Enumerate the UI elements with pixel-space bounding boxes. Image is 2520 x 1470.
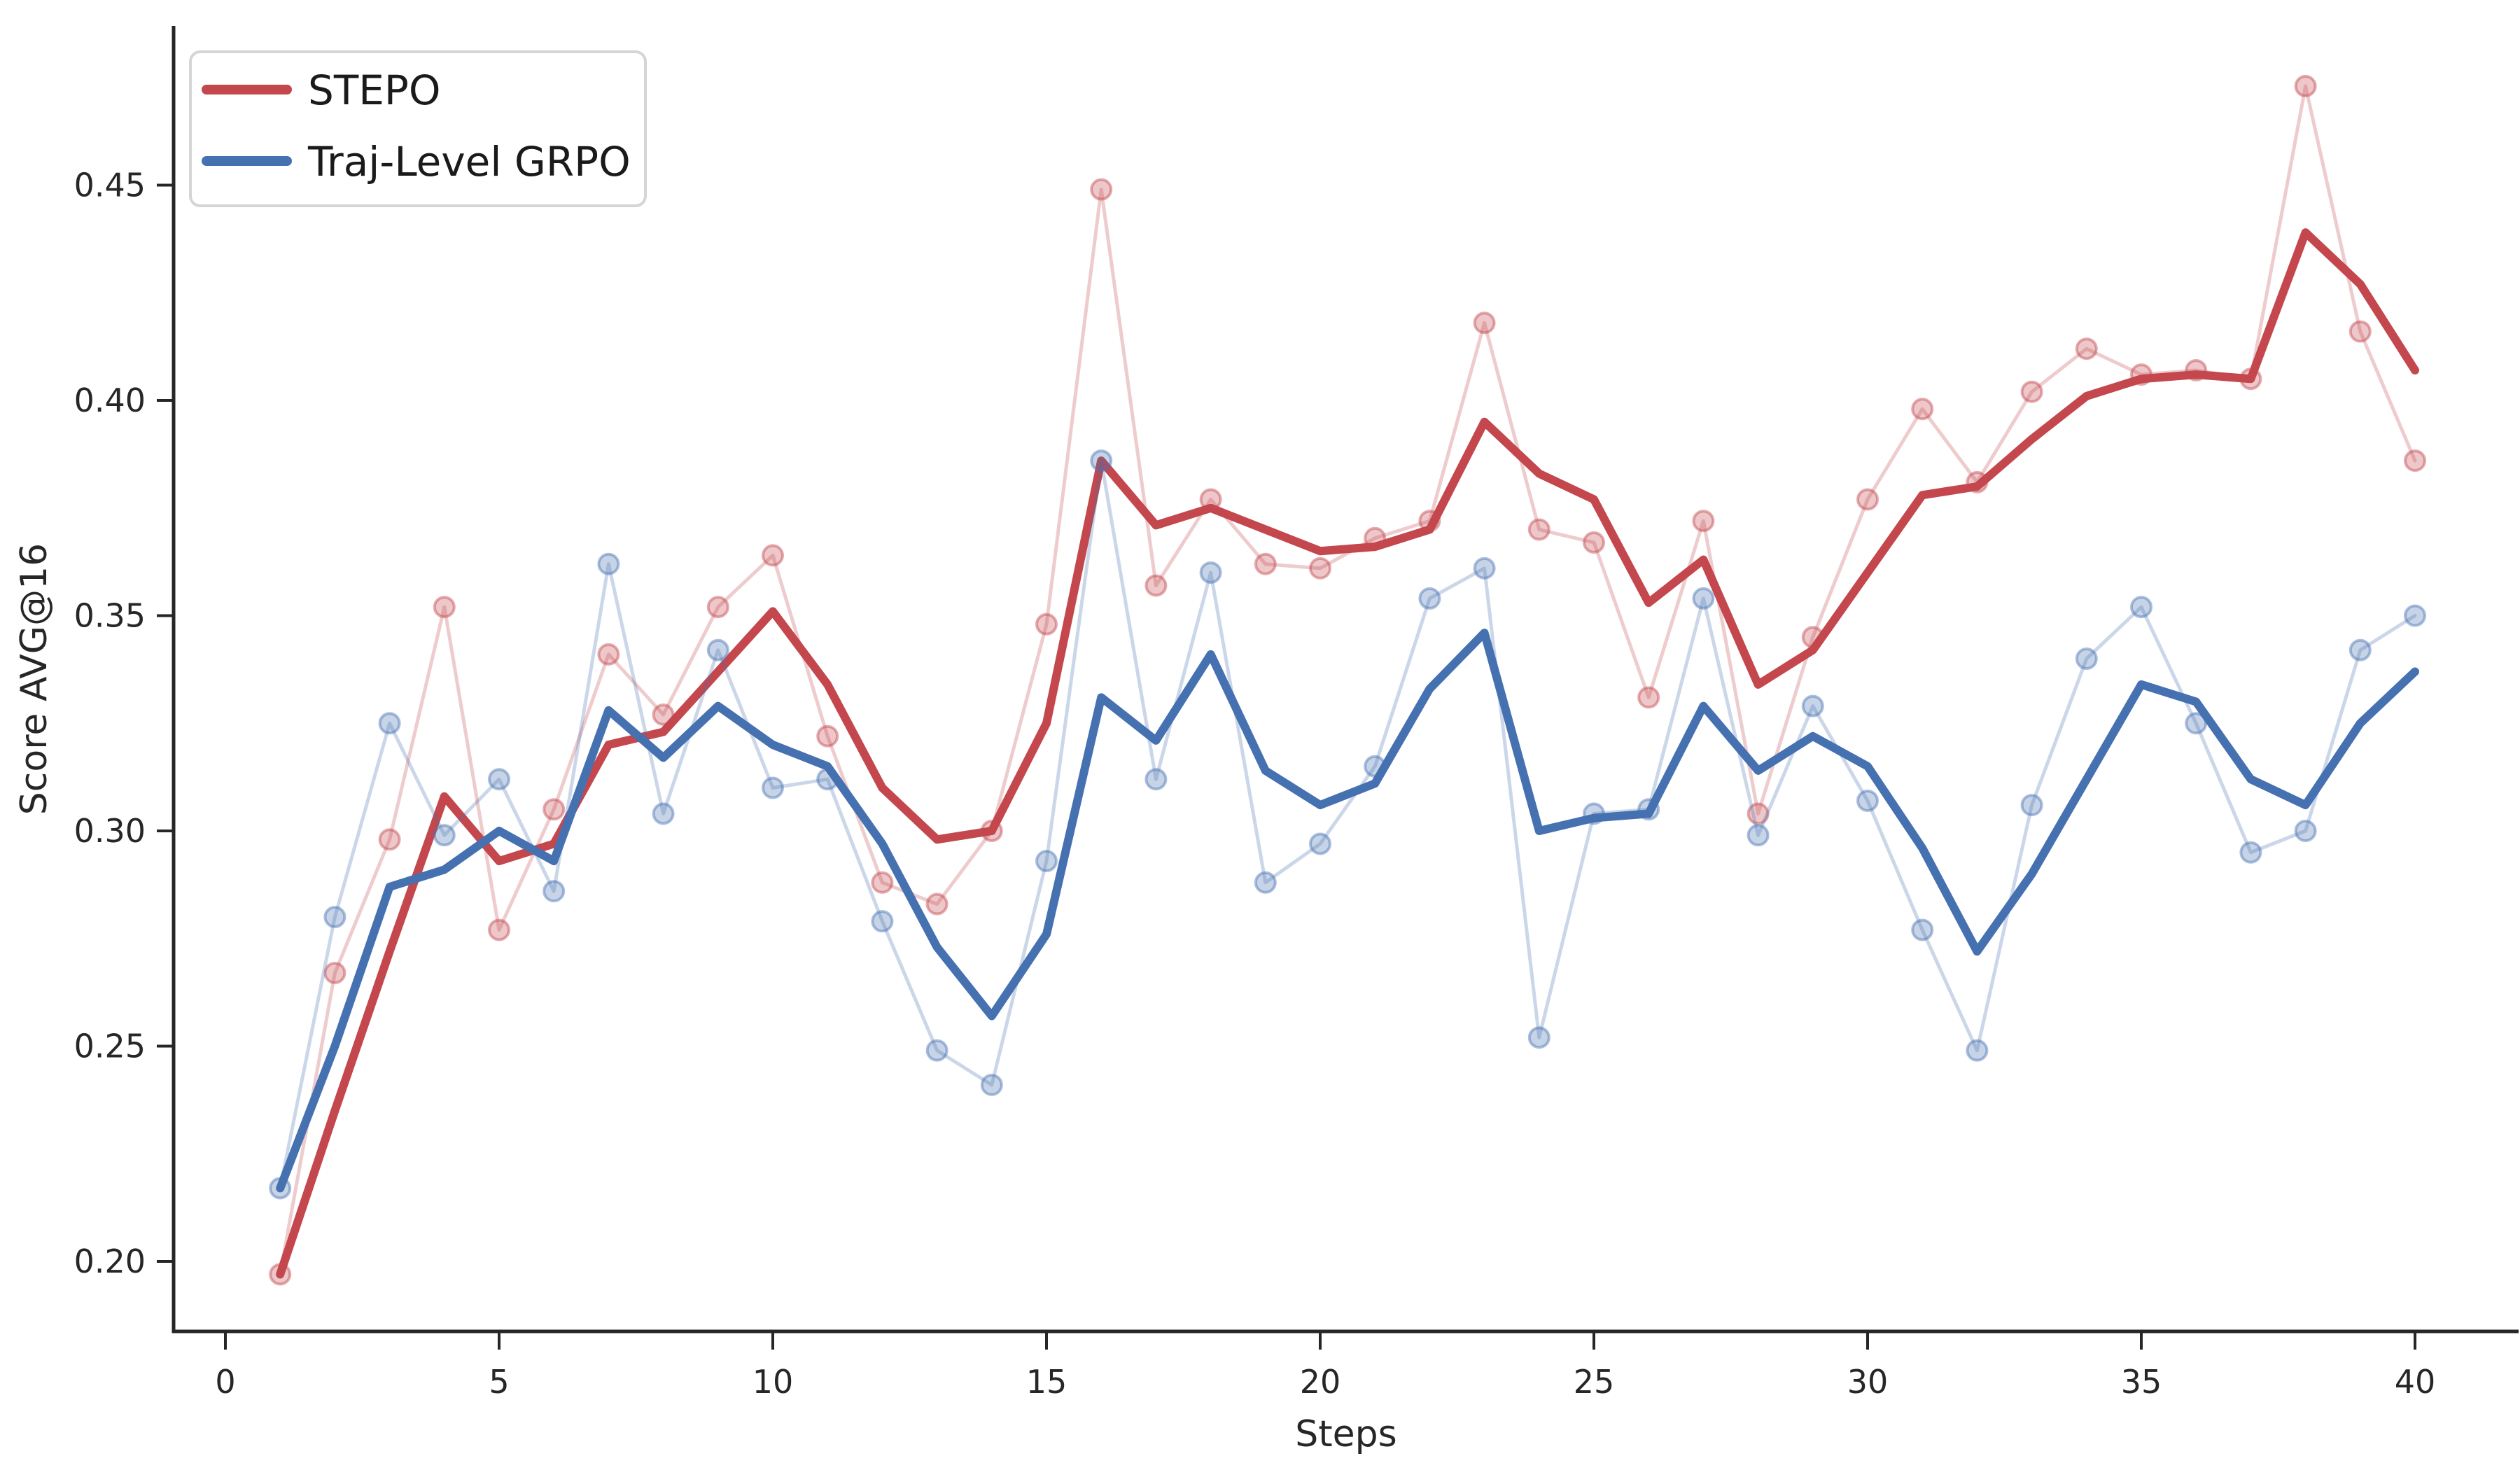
series-traj-grpo-raw-marker	[1473, 556, 1496, 580]
axes	[172, 26, 2519, 1334]
series-traj-grpo-raw-marker	[1254, 871, 1277, 894]
y-tick-label: 0.45	[74, 167, 146, 204]
series-traj-grpo-raw-marker	[2020, 794, 2043, 817]
series-stepo-raw-marker	[378, 828, 401, 851]
series-traj-grpo-raw-marker	[706, 638, 729, 662]
series-stepo-raw-marker	[652, 703, 675, 726]
series-stepo-raw-marker	[2294, 75, 2317, 98]
series-traj-grpo-raw-marker	[1309, 832, 1331, 855]
legend-label-stepo: STEPO	[308, 66, 441, 114]
series-stepo-raw-marker	[1090, 178, 1113, 201]
y-tick-label: 0.40	[74, 382, 146, 419]
series-traj-grpo-raw-marker	[542, 880, 566, 903]
series-traj-grpo-raw-marker	[1911, 918, 1934, 941]
series-traj-grpo-raw-marker	[1090, 449, 1113, 472]
x-tick-label: 40	[2395, 1363, 2436, 1401]
series-traj-grpo-raw-marker	[1856, 789, 1879, 812]
series-traj-grpo-raw-marker	[378, 712, 401, 735]
series-stepo-smoothed-line	[276, 228, 2419, 1279]
legend-label-traj-grpo: Traj-Level GRPO	[307, 138, 631, 186]
series-stepo-raw-marker	[1309, 556, 1331, 580]
x-axis-ticks: 0 5 10 15 20 25 30 35 40	[215, 1333, 2435, 1401]
series-traj-grpo-raw-marker	[2185, 712, 2208, 735]
series-stepo	[269, 75, 2426, 1286]
series-traj-grpo-raw-marker	[1692, 587, 1715, 610]
series-stepo-raw-marker	[2020, 380, 2043, 403]
series-traj-grpo-raw-marker	[323, 906, 346, 928]
plot-series	[269, 75, 2426, 1286]
series-stepo-raw-marker	[706, 596, 729, 619]
series-traj-grpo-raw-marker	[488, 768, 510, 791]
series-traj-grpo-raw-marker	[1144, 768, 1168, 791]
series-stepo-raw-marker	[2075, 337, 2098, 360]
series-stepo-raw-marker	[816, 724, 839, 748]
x-tick-label: 10	[752, 1363, 794, 1401]
series-stepo-raw-marker	[1692, 510, 1715, 533]
series-stepo-raw-marker	[1254, 552, 1277, 575]
x-tick-label: 0	[215, 1363, 235, 1401]
series-stepo-raw-marker	[1637, 686, 1660, 709]
series-stepo-raw-marker	[1911, 398, 1934, 421]
series-traj-grpo-raw-marker	[1418, 587, 1441, 610]
series-stepo-raw-marker	[323, 961, 346, 984]
series-traj-grpo-raw-marker	[597, 552, 620, 575]
series-traj-grpo-raw-marker	[2130, 596, 2152, 619]
x-tick-label: 35	[2121, 1363, 2162, 1401]
series-stepo-raw-marker	[762, 544, 784, 567]
series-traj-grpo-raw-marker	[2404, 604, 2426, 627]
series-stepo-raw-marker	[1856, 488, 1879, 511]
y-tick-label: 0.20	[74, 1242, 146, 1280]
legend-box	[189, 50, 647, 207]
series-traj-grpo-raw-marker	[433, 824, 456, 847]
series-traj-grpo-raw-marker	[652, 802, 675, 825]
series-traj-grpo-raw-marker	[2294, 820, 2317, 842]
series-stepo-raw-marker	[1746, 802, 1770, 825]
y-tick-label: 0.35	[74, 597, 146, 635]
series-traj-grpo-raw-marker	[871, 910, 894, 933]
x-tick-label: 30	[1847, 1363, 1889, 1401]
series-stepo-raw-marker	[925, 892, 948, 916]
series-stepo-raw-marker	[871, 871, 894, 894]
y-tick-label: 0.25	[74, 1028, 146, 1065]
series-traj-grpo-raw-marker	[2075, 648, 2098, 670]
series-traj-grpo-raw-marker	[1801, 694, 1824, 718]
x-tick-label: 15	[1026, 1363, 1068, 1401]
series-stepo-raw-marker	[542, 798, 566, 821]
series-traj-grpo-raw-marker	[762, 776, 784, 799]
series-stepo-raw-marker	[597, 643, 620, 666]
y-axis-title: Score AVG@16	[13, 543, 55, 815]
series-traj-grpo-raw-marker	[1527, 1026, 1550, 1049]
series-stepo-raw-marker	[1527, 518, 1550, 541]
series-traj-grpo-raw-marker	[1035, 850, 1058, 873]
series-traj-grpo-raw-marker	[980, 1073, 1003, 1096]
x-tick-label: 5	[489, 1363, 509, 1401]
series-traj-grpo-raw-marker	[2348, 638, 2372, 662]
series-stepo-raw-marker	[1144, 574, 1168, 597]
x-axis-title: Steps	[1295, 1413, 1397, 1455]
x-tick-label: 20	[1300, 1363, 1341, 1401]
series-stepo-raw-marker	[1035, 612, 1058, 636]
y-tick-label: 0.30	[74, 812, 146, 850]
series-stepo-raw-line	[278, 84, 2417, 1276]
series-traj-grpo-raw-line	[278, 458, 2417, 1190]
series-stepo-raw-marker	[2348, 320, 2372, 343]
series-traj-grpo-raw-marker	[1966, 1039, 1989, 1062]
series-stepo-raw-marker	[1473, 312, 1496, 335]
series-stepo-raw-marker	[488, 918, 510, 941]
legend: STEPO Traj-Level GRPO	[189, 50, 647, 207]
series-traj-grpo	[269, 449, 2426, 1200]
x-tick-label: 25	[1574, 1363, 1615, 1401]
series-stepo-raw-marker	[433, 596, 456, 619]
series-traj-grpo-raw-marker	[2239, 841, 2262, 864]
series-traj-grpo-raw-marker	[1746, 824, 1770, 847]
series-stepo-raw-marker	[1583, 531, 1605, 554]
y-axis-ticks: 0.20 0.25 0.30 0.35 0.40 0.45	[74, 167, 172, 1280]
series-traj-grpo-raw-marker	[925, 1039, 948, 1062]
series-traj-grpo-smoothed-line	[276, 629, 2419, 1193]
series-stepo-raw-marker	[2404, 449, 2426, 472]
series-traj-grpo-raw-marker	[1199, 561, 1222, 584]
